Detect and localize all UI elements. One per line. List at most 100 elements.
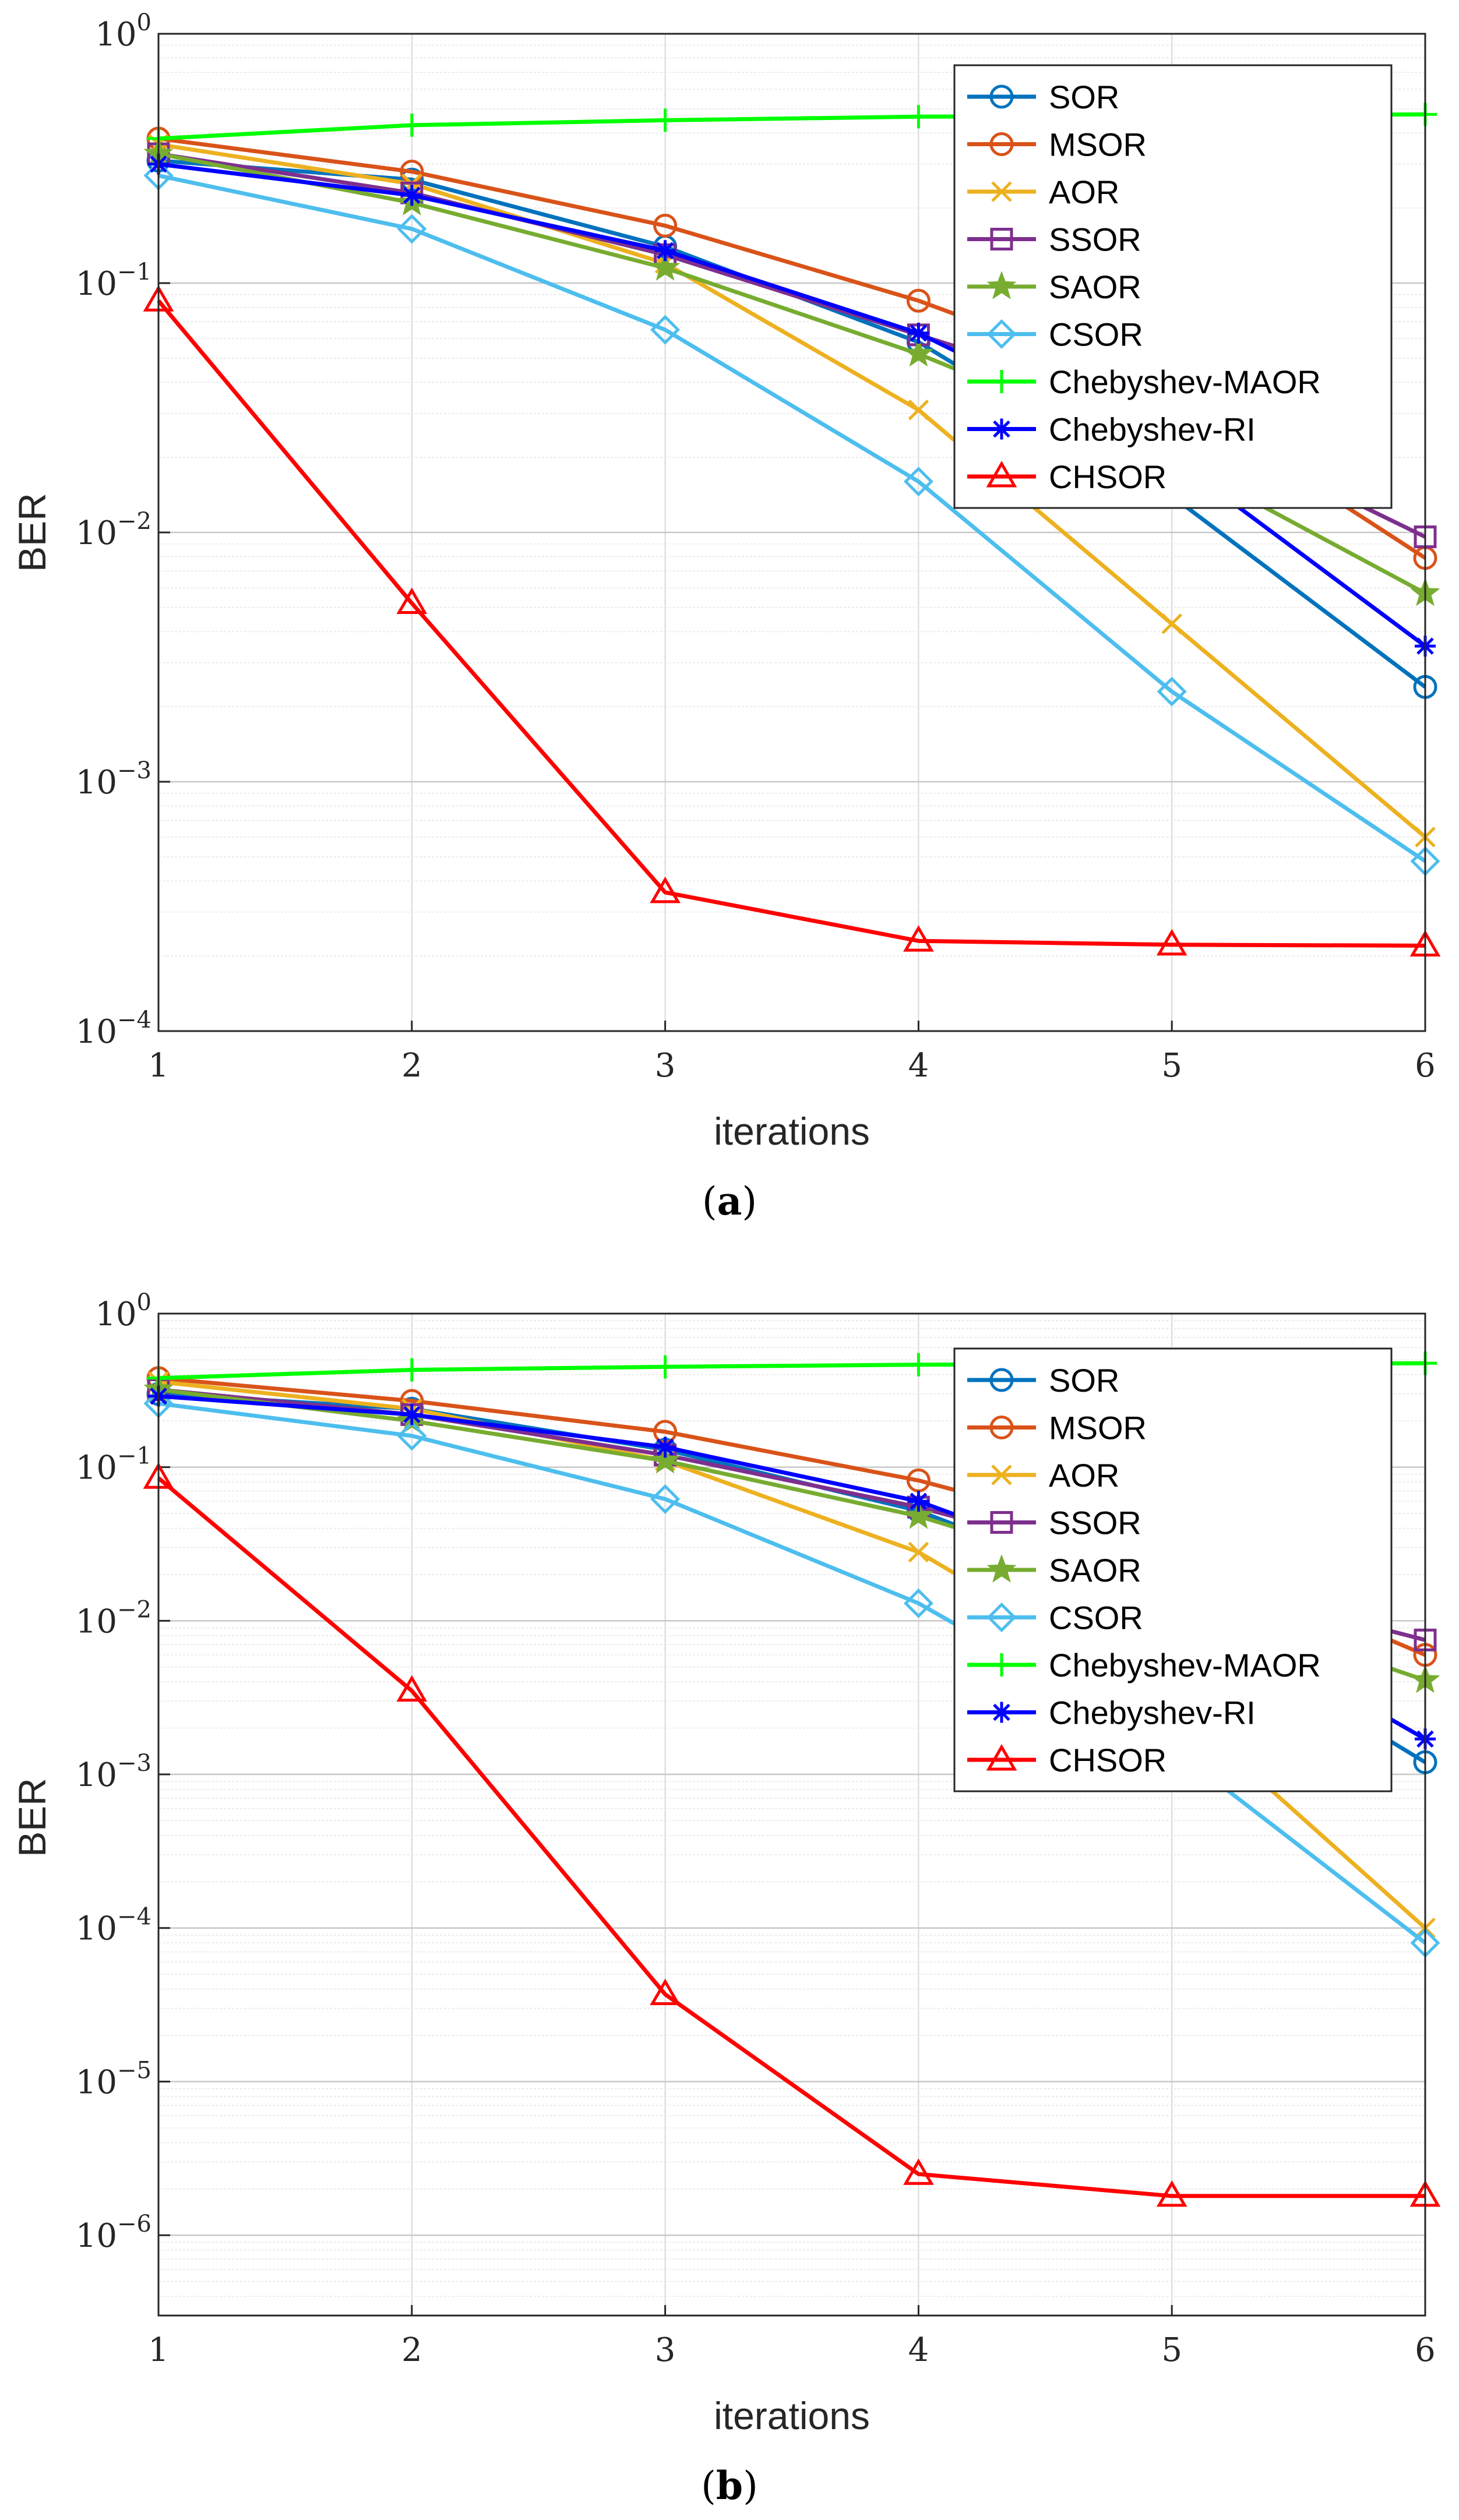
legend-label: SSOR (1049, 1505, 1141, 1541)
x-axis-label-b: iterations (714, 2394, 870, 2437)
y-tick-label: 10−2 (76, 1596, 151, 1640)
legend-entry: CSOR (967, 316, 1143, 353)
data-point (907, 1353, 931, 1377)
legend-a: SOR MSOR AOR SSOR SAOR CSOR Chebyshev-MAOR Cheb… (953, 64, 1393, 509)
plot-frame-b (157, 1312, 1426, 2317)
y-tick-label: 10−4 (76, 1007, 151, 1051)
legend-entry: Chebyshev-RI (967, 1695, 1256, 1731)
data-point (396, 1675, 428, 1702)
legend-entry: Chebyshev-RI (967, 411, 1256, 448)
legend-marker (989, 1416, 1014, 1439)
legend-marker (986, 271, 1017, 299)
legend-label: SOR (1049, 1362, 1119, 1399)
data-point (650, 315, 681, 345)
panel-caption-b: (b) (701, 2463, 758, 2508)
legend-marker (986, 1554, 1017, 1583)
legend-label: CSOR (1049, 1600, 1143, 1636)
x-tick-label: 6 (1415, 1047, 1436, 1085)
legend-label: SAOR (1049, 269, 1141, 305)
legend-marker (989, 84, 1014, 109)
y-tick-label: 10−3 (76, 1750, 151, 1794)
legend-entry: Chebyshev-MAOR (967, 363, 1321, 400)
x-tick-label: 1 (148, 1047, 169, 1085)
data-point (653, 108, 677, 132)
data-point (650, 252, 681, 281)
x-tick-label: 4 (908, 1047, 929, 1085)
data-point (907, 105, 931, 129)
data-point (908, 1491, 929, 1512)
legend-entry: SOR (967, 1362, 1119, 1399)
y-tick-label: 10−1 (76, 1443, 151, 1487)
legend-entry: SOR (967, 79, 1119, 115)
x-tick-label: 2 (401, 2331, 422, 2369)
data-point (397, 214, 427, 244)
legend-marker (986, 461, 1017, 488)
series-line (157, 299, 1426, 948)
data-point (906, 288, 931, 313)
legend-entry: MSOR (967, 126, 1147, 163)
legend-entry: MSOR (967, 1410, 1147, 1446)
legend-marker (990, 1653, 1013, 1677)
y-tick-label: 10−5 (76, 2057, 151, 2101)
legend-marker (991, 1702, 1012, 1723)
data-point (401, 1404, 422, 1425)
legend-label: SAOR (1049, 1552, 1141, 1589)
series-line (158, 173, 1426, 863)
y-tick-label: 10−2 (76, 508, 151, 552)
data-point (903, 1588, 933, 1618)
x-tick-label: 3 (655, 2331, 676, 2369)
data-point (1161, 613, 1182, 634)
data-point (400, 113, 424, 137)
legend-label: SSOR (1049, 221, 1141, 258)
data-point (650, 1978, 681, 2006)
data-point (1156, 2180, 1187, 2207)
legend-entry: CSOR (967, 1600, 1143, 1636)
data-point (908, 1541, 929, 1563)
legend-entry: AOR (967, 1457, 1119, 1494)
series-line (158, 142, 1427, 839)
legend-label: Chebyshev-RI (1049, 1695, 1256, 1731)
legend-label: CSOR (1049, 316, 1143, 353)
plot-frame-a (157, 33, 1426, 1032)
x-tick-label: 5 (1161, 2331, 1182, 2369)
data-point (650, 1445, 681, 1474)
x-tick-label: 5 (1161, 1047, 1182, 1085)
y-tick-label: 10−1 (76, 259, 151, 303)
legend-entry: SSOR (967, 221, 1141, 258)
legend-entry: CHSOR (967, 1742, 1167, 1778)
data-point (654, 1437, 676, 1458)
data-point (1157, 676, 1187, 707)
legend-label: CHSOR (1049, 1742, 1167, 1778)
data-point (650, 1484, 681, 1514)
data-point (903, 467, 933, 497)
legend-marker (986, 1602, 1017, 1633)
legend-marker (991, 1464, 1012, 1485)
data-point (903, 1500, 933, 1529)
legend-marker (989, 1368, 1014, 1392)
panel-caption-letter-a: a (717, 1178, 742, 1224)
data-point (396, 587, 428, 615)
legend-label: AOR (1049, 1457, 1119, 1494)
legend-b: SOR MSOR AOR SSOR SAOR CSOR Chebyshev-MAOR Cheb… (953, 1347, 1393, 1792)
data-point (903, 2158, 934, 2185)
x-tick-label: 3 (655, 1047, 676, 1085)
data-point (401, 185, 422, 206)
x-tick-label: 4 (908, 2331, 929, 2369)
legend-label: AOR (1049, 174, 1119, 210)
y-axis-label-b: BER (10, 1778, 54, 1857)
data-point (903, 338, 933, 367)
y-tick-label: 10−3 (76, 757, 151, 802)
legend-label: CHSOR (1049, 458, 1167, 495)
legend-label: SOR (1049, 79, 1119, 115)
y-tick-label: 10−4 (76, 1904, 151, 1948)
data-point (903, 925, 934, 952)
x-tick-label: 1 (148, 2331, 169, 2369)
panel-a: 1 2 3 4 5 6 10−4 10−3 10−2 10−1 100 iterations BER… (10, 9, 1441, 1224)
data-point (654, 240, 676, 262)
legend-marker (990, 1511, 1013, 1534)
legend-entry: SAOR (967, 269, 1141, 305)
panel-caption-letter-b: b (716, 2463, 743, 2508)
y-tick-label: 100 (95, 9, 151, 54)
data-point (653, 1355, 677, 1379)
